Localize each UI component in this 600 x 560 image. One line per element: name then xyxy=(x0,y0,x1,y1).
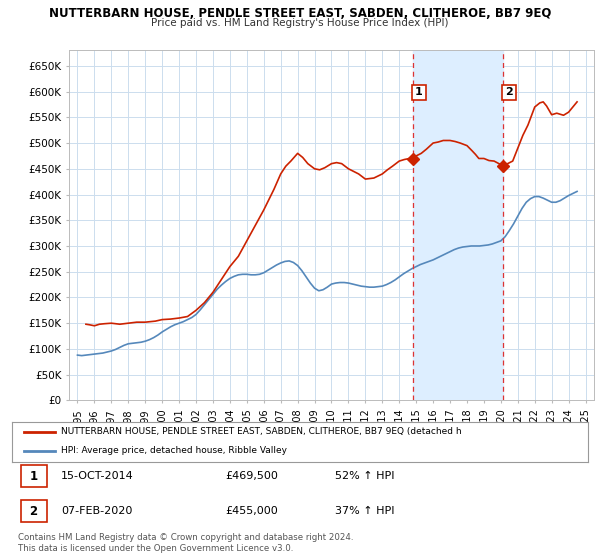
Text: £469,500: £469,500 xyxy=(225,472,278,481)
Text: 37% ↑ HPI: 37% ↑ HPI xyxy=(335,506,394,516)
Text: 15-OCT-2014: 15-OCT-2014 xyxy=(61,472,134,481)
Text: Price paid vs. HM Land Registry's House Price Index (HPI): Price paid vs. HM Land Registry's House … xyxy=(151,18,449,29)
Text: 52% ↑ HPI: 52% ↑ HPI xyxy=(335,472,394,481)
Text: 07-FEB-2020: 07-FEB-2020 xyxy=(61,506,133,516)
FancyBboxPatch shape xyxy=(20,465,47,487)
Text: Contains HM Land Registry data © Crown copyright and database right 2024.
This d: Contains HM Land Registry data © Crown c… xyxy=(18,533,353,553)
Text: NUTTERBARN HOUSE, PENDLE STREET EAST, SABDEN, CLITHEROE, BB7 9EQ: NUTTERBARN HOUSE, PENDLE STREET EAST, SA… xyxy=(49,7,551,20)
FancyBboxPatch shape xyxy=(20,500,47,522)
Text: 2: 2 xyxy=(29,505,38,518)
Text: £455,000: £455,000 xyxy=(225,506,278,516)
Text: 1: 1 xyxy=(29,470,38,483)
Text: 2: 2 xyxy=(505,87,513,97)
Bar xyxy=(413,50,503,400)
Text: NUTTERBARN HOUSE, PENDLE STREET EAST, SABDEN, CLITHEROE, BB7 9EQ (detached h: NUTTERBARN HOUSE, PENDLE STREET EAST, SA… xyxy=(61,427,461,436)
Text: 1: 1 xyxy=(415,87,423,97)
Text: HPI: Average price, detached house, Ribble Valley: HPI: Average price, detached house, Ribb… xyxy=(61,446,287,455)
